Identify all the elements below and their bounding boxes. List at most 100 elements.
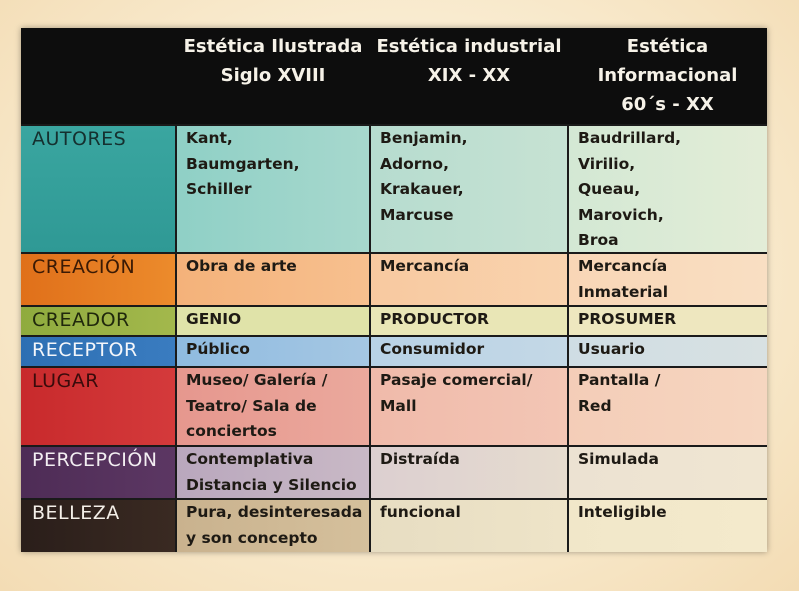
cell-line: y son concepto [186,528,318,547]
table-row: AUTORES Kant, Baumgarten, Schiller Benjamin,… [21,124,767,252]
cell-line: Pasaje comercial/ [380,371,533,389]
cell-line: Adorno, [380,154,449,173]
table-cell: Inteligible [568,498,767,552]
table-row: CREADOR GENIO PRODUCTOR PROSUMER [21,305,767,335]
cell-line: PRODUCTOR [380,310,489,328]
header-line: XIX - XX [427,65,511,86]
column-divider [567,498,569,552]
row-label: RECEPTOR [21,335,176,366]
column-divider [369,335,371,366]
header-estetica-informacional: Estética Informacional 60´s - XX [568,28,767,124]
row-divider [21,445,767,447]
row-label: AUTORES [21,124,176,252]
column-divider [369,366,371,445]
header-line: Informacional [597,65,738,86]
cell-line: Teatro/ Sala de [186,396,317,415]
cell-line: Broa [578,231,619,249]
column-divider [175,124,177,252]
row-divider [21,366,767,368]
table-cell: Kant, Baumgarten, Schiller [176,124,370,252]
cell-line: Benjamin, [380,129,468,147]
column-divider [175,498,177,552]
table-cell: Distraída [370,445,568,498]
column-divider [567,124,569,252]
table-cell: Simulada [568,445,767,498]
table-cell: Público [176,335,370,366]
column-divider [175,335,177,366]
table-cell: Pura, desinteresada y son concepto [176,498,370,552]
column-divider [175,252,177,305]
comparison-table: Estética Ilustrada Siglo XVIII Estética … [21,28,767,552]
table-cell: GENIO [176,305,370,335]
row-divider [21,335,767,337]
cell-line: Marovich, [578,205,664,224]
column-divider [369,124,371,252]
table-row: LUGAR Museo/ Galería / Teatro/ Sala de conc… [21,366,767,445]
cell-line: Pantalla / [578,371,661,389]
table-cell: Benjamin, Adorno, Krakauer, Marcuse [370,124,568,252]
cell-line: Distraída [380,450,460,468]
cell-line: Red [578,396,612,415]
cell-line: Contemplativa [186,450,314,468]
cell-line: Inteligible [578,503,667,521]
cell-line: Mall [380,396,417,415]
header-estetica-ilustrada: Estética Ilustrada Siglo XVIII [176,28,370,124]
table-header: Estética Ilustrada Siglo XVIII Estética … [21,28,767,124]
row-label: BELLEZA [21,498,176,552]
table-cell: PRODUCTOR [370,305,568,335]
cell-line: Simulada [578,450,659,468]
table-cell: Mercancía [370,252,568,305]
header-line: Estética Ilustrada [183,36,363,57]
column-divider [369,498,371,552]
table-cell: Pasaje comercial/Mall [370,366,568,445]
table-cell: Usuario [568,335,767,366]
table-row: RECEPTOR Público Consumidor Usuario [21,335,767,366]
header-estetica-industrial: Estética industrial XIX - XX [370,28,568,124]
table-cell: Contemplativa Distancia y Silencio [176,445,370,498]
table-cell: Mercancía Inmaterial [568,252,767,305]
row-label: CREACIÓN [21,252,176,305]
cell-line: funcional [380,503,461,521]
cell-line: Marcuse [380,205,454,224]
table-cell: Pantalla / Red [568,366,767,445]
column-divider [369,252,371,305]
cell-line: Schiller [186,180,252,198]
table-cell: Consumidor [370,335,568,366]
row-divider [21,498,767,500]
cell-line: Mercancía [380,257,470,275]
table-row: BELLEZA Pura, desinteresada y son concepto… [21,498,767,552]
column-divider [567,445,569,498]
table-cell: Baudrillard, Virilio, Queau, Marovich, Broa [568,124,767,252]
table-cell: Museo/ Galería / Teatro/ Sala de concierto… [176,366,370,445]
column-divider [369,305,371,335]
cell-line: Pura, desinteresada [186,503,363,521]
column-divider [369,445,371,498]
cell-line: Baumgarten, [186,154,300,173]
cell-line: Inmaterial [578,282,669,301]
column-divider [567,252,569,305]
header-line: Estética [626,36,709,57]
cell-line: Virilio, [578,154,636,173]
row-label: LUGAR [21,366,176,445]
row-divider [21,305,767,307]
table-row: CREACIÓN Obra de arte Mercancía Mercancía In… [21,252,767,305]
cell-line: PROSUMER [578,310,677,328]
header-line: Estética industrial [376,36,562,57]
cell-line: Obra de arte [186,257,297,275]
cell-line: Consumidor [380,340,485,358]
row-label: PERCEPCIÓN [21,445,176,498]
table-cell: Obra de arte [176,252,370,305]
cell-line: Público [186,340,250,358]
cell-line: GENIO [186,310,242,328]
table-cell: PROSUMER [568,305,767,335]
header-line: 60´s - XX [621,94,714,115]
row-divider [21,252,767,254]
row-divider [21,124,767,126]
row-label: CREADOR [21,305,176,335]
table-cell: funcional [370,498,568,552]
cell-line: Queau, [578,180,641,198]
column-divider [175,445,177,498]
column-divider [175,366,177,445]
cell-line: Baudrillard, [578,129,682,147]
cell-line: Kant, [186,129,233,147]
